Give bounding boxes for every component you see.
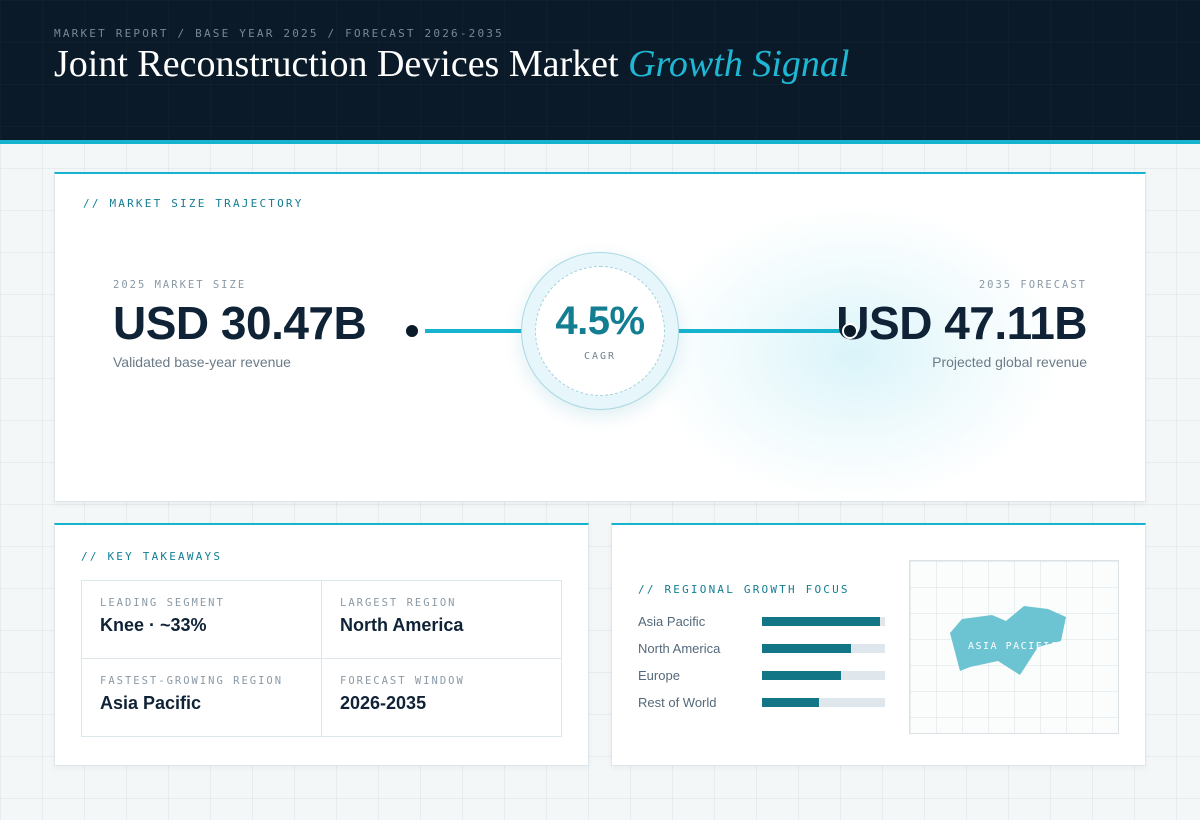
region-bar-fill — [762, 671, 841, 680]
asia-pacific-map-icon — [950, 606, 1066, 675]
report-header: MARKET REPORT / BASE YEAR 2025 / FORECAS… — [0, 0, 1200, 144]
page-title: Joint Reconstruction Devices Market Grow… — [54, 42, 849, 86]
region-bar-label: Rest of World — [638, 695, 717, 710]
region-bar-track — [762, 644, 885, 653]
takeaway-largest-region: LARGEST REGION North America — [322, 581, 561, 659]
takeaway-label: LARGEST REGION — [340, 597, 457, 609]
takeaway-fastest-growing-region: FASTEST-GROWING REGION Asia Pacific — [82, 659, 322, 736]
base-year-label: 2025 MARKET SIZE — [113, 279, 247, 291]
cagr-badge: 4.5% CAGR — [521, 252, 679, 410]
trajectory-kicker: // MARKET SIZE TRAJECTORY — [83, 197, 304, 210]
takeaway-label: FASTEST-GROWING REGION — [100, 675, 284, 687]
forecast-label: 2035 FORECAST — [978, 279, 1087, 291]
region-bar-fill — [762, 698, 819, 707]
takeaway-label: LEADING SEGMENT — [100, 597, 225, 609]
region-bar-track — [762, 698, 885, 707]
start-point-marker — [404, 323, 420, 339]
region-bar-row: Europe — [638, 667, 888, 694]
region-bar-fill — [762, 617, 881, 626]
region-bar-row: Rest of World — [638, 694, 888, 721]
base-year-value: USD 30.47B — [113, 297, 367, 349]
forecast-value: USD 47.11B — [836, 297, 1087, 349]
forecast-caption: Projected global revenue — [932, 354, 1087, 370]
takeaway-forecast-window: FORECAST WINDOW 2026-2035 — [322, 659, 561, 736]
title-accent: Growth Signal — [628, 43, 850, 85]
report-eyebrow: MARKET REPORT / BASE YEAR 2025 / FORECAS… — [54, 27, 504, 40]
regional-bars: Asia Pacific North America Europe Rest o… — [638, 613, 888, 721]
region-bar-fill — [762, 644, 851, 653]
takeaway-label: FORECAST WINDOW — [340, 675, 465, 687]
forecast-glow — [645, 204, 1065, 501]
regional-kicker: // REGIONAL GROWTH FOCUS — [638, 583, 850, 596]
takeaway-value: Knee · ~33% — [100, 615, 207, 635]
regional-growth-card: // REGIONAL GROWTH FOCUS Asia Pacific No… — [611, 523, 1146, 766]
end-point-marker — [842, 323, 858, 339]
map-region-label: ASIA PACIFIC — [968, 641, 1059, 652]
cagr-badge-inner: 4.5% CAGR — [535, 266, 665, 396]
cagr-label: CAGR — [583, 351, 617, 362]
region-bar-label: North America — [638, 641, 721, 656]
takeaway-leading-segment: LEADING SEGMENT Knee · ~33% — [82, 581, 322, 659]
title-main: Joint Reconstruction Devices Market — [54, 43, 619, 85]
region-bar-label: Asia Pacific — [638, 614, 706, 629]
takeaway-value: North America — [340, 615, 464, 635]
region-bar-track — [762, 617, 885, 626]
region-bar-label: Europe — [638, 668, 680, 683]
base-year-caption: Validated base-year revenue — [113, 354, 291, 370]
takeaways-kicker: // KEY TAKEAWAYS — [81, 550, 223, 563]
takeaway-value: 2026-2035 — [340, 693, 427, 713]
region-map: ASIA PACIFIC — [909, 560, 1119, 734]
asia-pacific-shape — [950, 606, 1066, 675]
region-bar-row: Asia Pacific — [638, 613, 888, 640]
takeaways-grid: LEADING SEGMENT Knee · ~33% LARGEST REGI… — [81, 580, 562, 737]
key-takeaways-card: // KEY TAKEAWAYS LEADING SEGMENT Knee · … — [54, 523, 589, 766]
cagr-value: 4.5% — [555, 299, 645, 343]
takeaway-value: Asia Pacific — [100, 693, 202, 713]
region-bar-row: North America — [638, 640, 888, 667]
market-size-trajectory-card: // MARKET SIZE TRAJECTORY 2025 MARKET SI… — [54, 172, 1146, 502]
region-bar-track — [762, 671, 885, 680]
